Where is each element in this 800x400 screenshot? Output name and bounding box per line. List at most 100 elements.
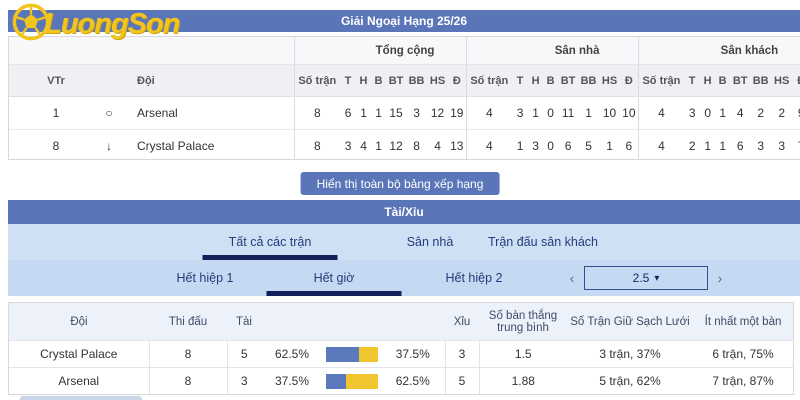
rank-column-header: VTr [9, 64, 89, 97]
goal-line-value: 2.5 [632, 271, 650, 285]
stat-cell: 1 [715, 129, 731, 159]
at-least-one-goal-value: 7 trận, 87% [693, 367, 793, 394]
col-header: BB [750, 64, 772, 97]
col-header: BB [406, 64, 428, 97]
standings-table-container[interactable]: Tổng cộng Sân nhà Sân khách VTr Đội Số t… [8, 36, 800, 160]
cutoff-element [20, 396, 142, 400]
stat-cell: 3 [340, 129, 357, 159]
stat-cell: 10 [622, 106, 636, 120]
stat-cell: 1 [532, 106, 539, 120]
over-percent: 62.5% [261, 340, 323, 368]
stat-cell: 8 [406, 129, 428, 159]
over-under-bar [323, 340, 381, 368]
stat-cell: 1 [599, 129, 621, 159]
stat-cell: 1 [360, 106, 367, 120]
col-header: HS [599, 64, 621, 97]
standings-row-arsenal: 1 ○ Arsenal 8 6 1 1 15 3 12 19 4 3 1 0 1… [9, 96, 800, 130]
over-under-table: Đội Thi đấu Tài Xỉu Số bàn thắng trung b… [9, 303, 793, 394]
stat-cell: 2 [757, 106, 764, 120]
stat-cell: 2 [684, 129, 701, 159]
tab-second-half[interactable]: Hết hiệp 2 [388, 260, 560, 296]
group-total-label: Tổng cộng [293, 37, 467, 65]
stat-cell: 3 [528, 129, 544, 159]
col-header: Đ [792, 64, 800, 97]
col-header: B [715, 64, 731, 97]
stat-cell: 7 [792, 129, 800, 159]
team-name-link[interactable]: Arsenal [137, 106, 178, 120]
played-value: 8 [149, 340, 228, 368]
stat-cell: 4 [637, 96, 685, 130]
stat-cell: 13 [448, 129, 467, 159]
over-under-title: Tài/Xỉu [384, 205, 424, 219]
rank-value: 1 [52, 106, 60, 120]
stat-cell: 3 [688, 106, 696, 120]
tab-label: Tất cả các trận [228, 235, 312, 249]
tab-label: Hết giờ [313, 271, 355, 285]
stat-cell: 4 [427, 129, 449, 159]
scope-tabs: Tất cả các trận Sân nhà Trận đấu sân khá… [8, 224, 800, 260]
stat-cell: 1 [700, 129, 716, 159]
stat-cell: 6 [620, 129, 639, 159]
stat-cell: 9 [792, 97, 800, 130]
team-name-link[interactable]: Crystal Palace [129, 129, 295, 159]
over-under-bar [323, 367, 381, 394]
stat-cell: 3 [750, 129, 772, 159]
stat-cell: 3 [413, 106, 420, 120]
stat-cell: 4 [736, 106, 744, 120]
col-header: HS [427, 64, 449, 97]
stat-cell: 0 [543, 129, 559, 159]
tab-label: Sân nhà [406, 235, 454, 249]
stat-cell: 1 [371, 129, 387, 159]
under-bar-segment [345, 373, 378, 389]
tab-all-matches[interactable]: Tất cả các trận [160, 224, 380, 260]
stat-cell: 0 [547, 106, 554, 120]
over-under-table-container: Đội Thi đấu Tài Xỉu Số bàn thắng trung b… [8, 302, 794, 395]
clean-sheets-value: 3 trận, 37% [567, 340, 693, 368]
at-least-one-goal-header: Ít nhất một bàn [693, 303, 793, 341]
stat-cell: 1 [375, 106, 382, 120]
under-header: Xỉu [445, 303, 479, 341]
line-next-icon[interactable]: › [717, 270, 723, 286]
tab-full-time[interactable]: Hết giờ [266, 260, 402, 296]
standings-column-header-row: VTr Đội Số trận T H B BT BB HS Đ Số trận… [9, 64, 800, 97]
col-header: T [340, 64, 357, 97]
standings-table: Tổng cộng Sân nhà Sân khách VTr Đội Số t… [9, 37, 800, 159]
col-header: BT [386, 64, 407, 97]
col-header: Số trận [465, 64, 513, 97]
col-header: BT [730, 64, 751, 97]
period-tabs: Hết hiệp 1 Hết giờ Hết hiệp 2 ‹ 2.5 ▾ › [8, 260, 800, 296]
under-bar-segment [358, 346, 378, 362]
col-header: BB [578, 64, 600, 97]
rank-value: 8 [9, 129, 89, 159]
group-away-label: Sân khách [637, 37, 800, 65]
stat-cell: 19 [450, 106, 464, 120]
soccer-ball-icon [12, 3, 50, 46]
tab-home[interactable]: Sân nhà [380, 224, 480, 260]
team-name-link[interactable]: Arsenal [9, 367, 150, 394]
group-home-label: Sân nhà [465, 37, 639, 65]
team-name-link[interactable]: Crystal Palace [9, 340, 150, 368]
show-full-standings-button[interactable]: Hiển thị toàn bộ bảng xếp hạng [300, 172, 500, 195]
stat-cell: 11 [561, 106, 575, 120]
stat-cell: 4 [637, 129, 685, 159]
under-count: 5 [445, 367, 480, 394]
line-prev-icon[interactable]: ‹ [569, 270, 575, 286]
goal-line-dropdown[interactable]: 2.5 ▾ [584, 266, 708, 290]
col-header: T [512, 64, 529, 97]
col-header: Số trận [293, 64, 341, 97]
movement-column-header [89, 64, 129, 97]
over-under-row-crystal-palace: Crystal Palace 8 5 62.5% 37.5% 3 1.5 3 t… [9, 340, 793, 368]
logo-wordmark: LuongSon [44, 7, 180, 40]
avg-goals-value: 1.88 [479, 367, 567, 394]
stat-cell: 6 [558, 129, 579, 159]
stat-cell: 6 [344, 106, 352, 120]
over-bar-segment [326, 346, 359, 362]
luongson-logo[interactable]: LuongSon [12, 1, 180, 47]
over-under-header-bar: Tài/Xỉu [8, 200, 800, 224]
col-header: B [371, 64, 387, 97]
tab-first-half[interactable]: Hết hiệp 1 [130, 260, 280, 296]
stat-cell: 10 [602, 106, 617, 120]
under-percent: 37.5% [381, 340, 446, 368]
tab-away-matches[interactable]: Trận đấu sân khách [480, 224, 606, 260]
col-header: Đ [620, 64, 639, 97]
